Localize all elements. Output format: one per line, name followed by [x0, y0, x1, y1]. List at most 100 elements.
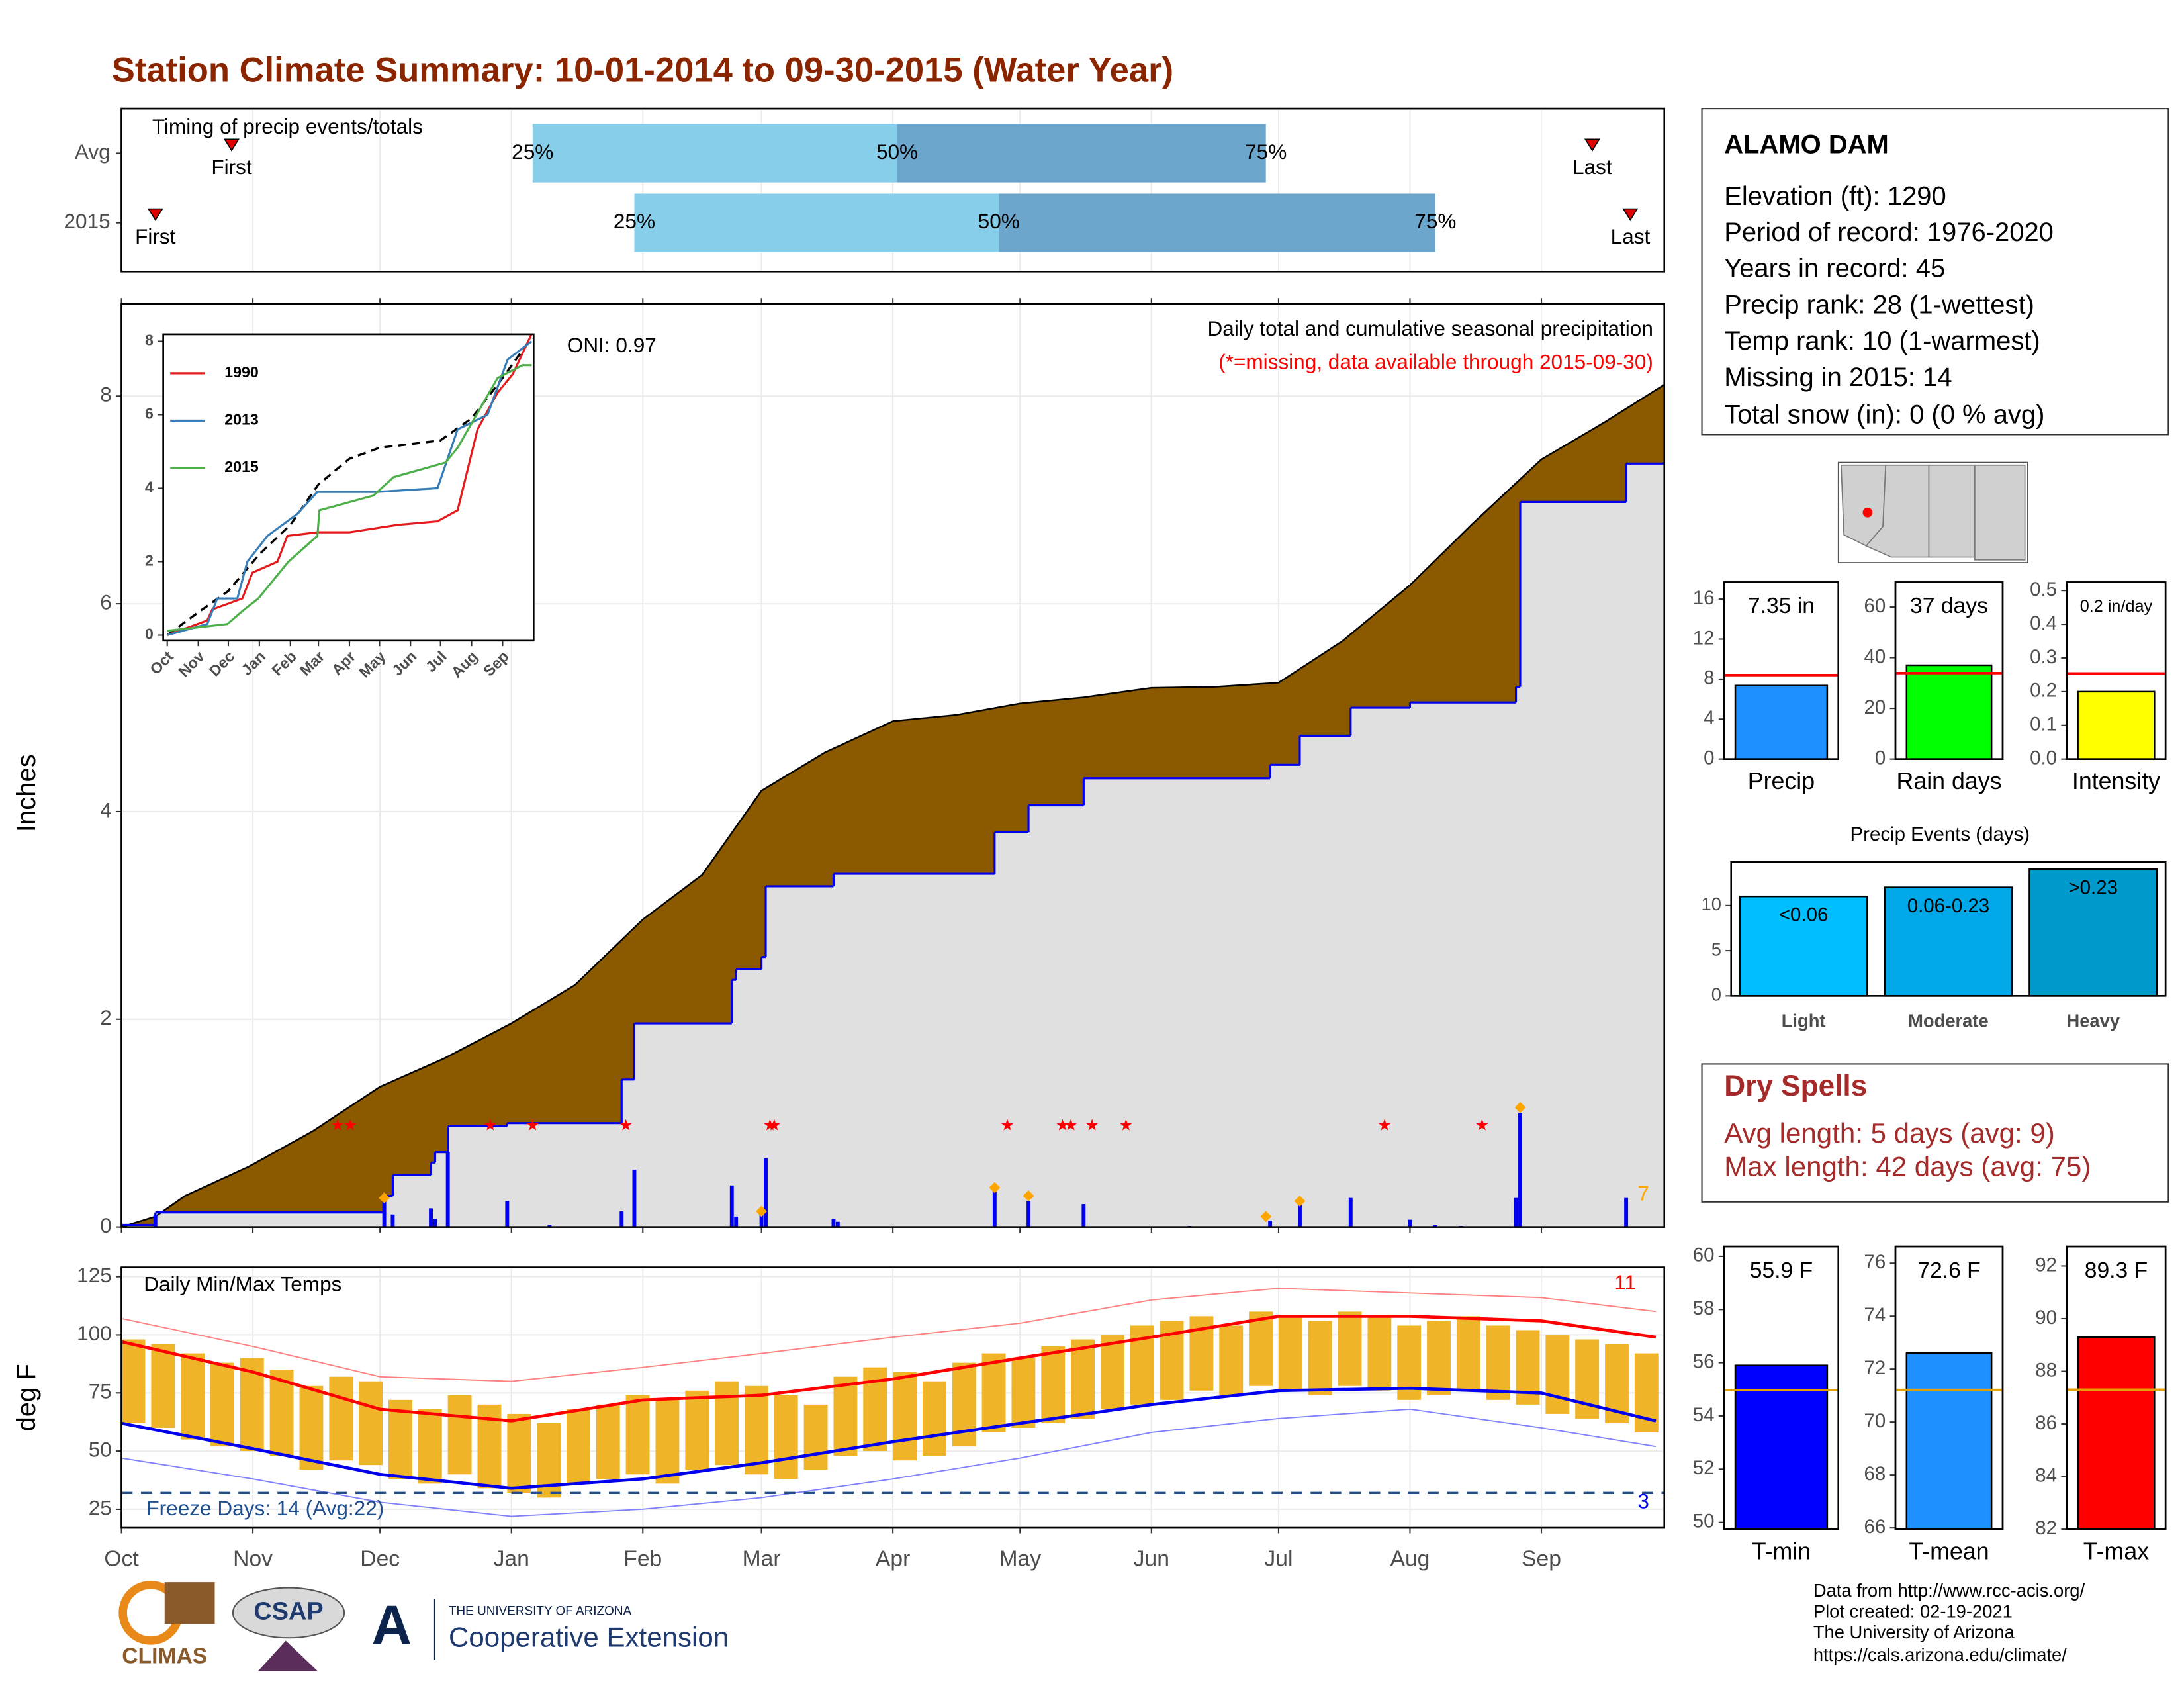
y-tick-label: 90 — [2035, 1307, 2057, 1329]
event-marker — [756, 1205, 767, 1217]
x-tick-label: Jul — [1264, 1546, 1293, 1571]
y-tick-label: 68 — [1864, 1463, 1886, 1485]
ua-name: THE UNIVERSITY OF ARIZONA — [449, 1604, 632, 1618]
value-label: 89.3 F — [2085, 1258, 2148, 1283]
y-tick-label: 20 — [1864, 696, 1886, 718]
bar — [2028, 868, 2158, 997]
bar — [1734, 1364, 1829, 1530]
plot-frame — [2066, 1245, 2167, 1530]
y-tick-label: 8 — [145, 332, 154, 349]
daily-bar — [153, 1214, 158, 1227]
y-tick-label: 6 — [100, 590, 112, 614]
x-tick-label: May — [999, 1546, 1041, 1571]
y-axis-label: Inches — [12, 754, 41, 832]
ua-emblem: A — [371, 1594, 412, 1656]
percentile-label: 25% — [614, 209, 655, 233]
y-tick-label: 25 — [89, 1495, 112, 1519]
category-label: T-max — [2083, 1538, 2149, 1564]
temp-range-bar — [1071, 1339, 1095, 1419]
row-label: Avg — [75, 140, 111, 164]
csap-logo: CSAP — [253, 1597, 323, 1625]
dry-spells-frame — [1701, 1063, 2169, 1203]
temp-range-bar — [1100, 1335, 1124, 1409]
temp-range-bar — [596, 1404, 620, 1479]
chart-title: Daily Min/Max Temps — [144, 1272, 341, 1295]
daily-bar — [831, 1219, 836, 1227]
station-line: Elevation (ft): 1290 — [1724, 181, 1946, 211]
daily-bar — [433, 1219, 437, 1227]
temp-range-bar — [121, 1339, 146, 1423]
value-label: 55.9 F — [1750, 1258, 1813, 1283]
extension-name: Cooperative Extension — [449, 1621, 729, 1652]
daily-bar — [734, 1216, 739, 1227]
temp-range-bar — [181, 1353, 205, 1440]
daily-bar — [429, 1208, 433, 1227]
bar — [1739, 895, 1868, 997]
daily-bar — [505, 1201, 510, 1227]
missing-marker — [1001, 1119, 1014, 1131]
y-tick-label: 75 — [89, 1380, 112, 1403]
x-tick-label: Apr — [876, 1546, 910, 1571]
legend-label: 1990 — [224, 363, 258, 381]
temp-range-bar — [1427, 1321, 1451, 1395]
y-tick-label: 60 — [1693, 1244, 1715, 1266]
timing-bar — [897, 124, 1266, 183]
panel-title: Timing of precip events/totals — [152, 115, 423, 138]
y-tick-label: 60 — [1864, 595, 1886, 617]
missing-marker — [764, 1119, 776, 1131]
temp-range-bar — [507, 1413, 531, 1493]
y-tick-label: 76 — [1864, 1251, 1886, 1273]
temp-range-bar — [1219, 1325, 1244, 1395]
missing-marker — [332, 1119, 344, 1131]
temp-range-bar — [744, 1385, 768, 1475]
temp-range-bar — [359, 1381, 383, 1466]
record-low-count: 3 — [1637, 1489, 1649, 1513]
marker-label: Last — [1572, 155, 1612, 179]
daily-bar — [1026, 1201, 1031, 1227]
station-line: Years in record: 45 — [1724, 254, 1945, 283]
daily-bar — [1518, 1112, 1522, 1227]
plot-frame — [2066, 581, 2167, 760]
plot-frame — [1730, 861, 2167, 997]
daily-bar — [1514, 1197, 1518, 1227]
value-label: 0.2 in/day — [2080, 597, 2153, 616]
y-tick-label: 10 — [1702, 894, 1721, 914]
station-line: Missing in 2015: 14 — [1724, 363, 1952, 392]
missing-marker — [526, 1119, 539, 1131]
daily-bar — [992, 1187, 997, 1227]
chart-title: Daily total and cumulative seasonal prec… — [1208, 316, 1653, 340]
credits: Data from http://www.rcc-acis.org/ Plot … — [1813, 1580, 2085, 1665]
temp-range-bar — [329, 1376, 353, 1461]
dry-spells-title: Dry Spells — [1724, 1070, 1867, 1102]
plot-frame — [120, 1266, 1665, 1529]
record-max-line — [121, 1288, 1657, 1382]
x-tick-label: Jun — [1134, 1546, 1169, 1571]
x-tick-label: Jan — [494, 1546, 529, 1571]
daily-bar — [1433, 1225, 1437, 1227]
credit-line: https://cals.arizona.edu/climate/ — [1813, 1644, 2067, 1665]
dry-spells-box: Dry Spells Avg length: 5 days (avg: 9) M… — [1701, 1063, 2169, 1203]
temp-range-bar — [566, 1409, 590, 1484]
daily-bar — [547, 1225, 552, 1227]
bar-label: 0.06-0.23 — [1907, 895, 1989, 917]
dry-spells-line: Max length: 42 days (avg: 75) — [1724, 1150, 2091, 1182]
dry-spells-line: Avg length: 5 days (avg: 9) — [1724, 1117, 2055, 1149]
category-label: T-min — [1752, 1538, 1811, 1564]
temp-range-bar — [1308, 1321, 1332, 1395]
series-line — [167, 333, 533, 636]
missing-marker — [619, 1119, 632, 1131]
y-tick-label: 72 — [1864, 1357, 1886, 1379]
series-line — [167, 364, 532, 632]
y-tick-label: 70 — [1864, 1410, 1886, 1432]
y-tick-label: 92 — [2035, 1254, 2057, 1276]
x-tick-label: Oct — [104, 1546, 139, 1571]
y-tick-label: 0 — [145, 626, 154, 643]
x-tick-label: Mar — [743, 1546, 781, 1571]
station-dot — [1862, 507, 1873, 518]
daily-bar — [1298, 1204, 1302, 1227]
avg-max-line — [121, 1315, 1657, 1423]
bar — [2077, 1336, 2156, 1530]
temp-range-bar — [210, 1362, 234, 1447]
percentile-label: 50% — [978, 209, 1020, 233]
y-tick-label: 2 — [145, 552, 154, 569]
